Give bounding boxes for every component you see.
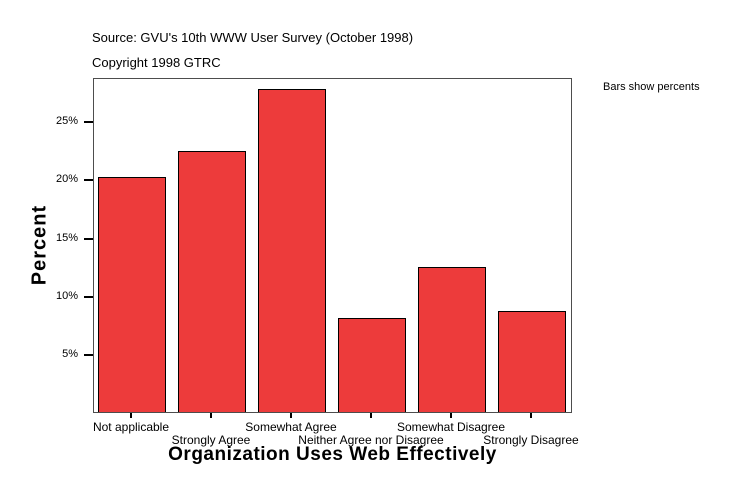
y-tick-mark — [84, 179, 93, 181]
bars-show-percents-note: Bars show percents — [603, 81, 700, 93]
y-tick-mark — [84, 121, 93, 123]
chart-copyright-line: Copyright 1998 GTRC — [92, 55, 221, 70]
x-tick-label: Strongly Agree — [171, 433, 251, 447]
x-axis-title: Organization Uses Web Effectively — [168, 444, 497, 465]
y-axis-title: Percent — [28, 204, 51, 286]
chart-source-line: Source: GVU's 10th WWW User Survey (Octo… — [92, 30, 414, 45]
y-tick-label: 15% — [55, 232, 78, 244]
y-tick-label: 5% — [62, 348, 78, 360]
x-tick-mark — [130, 413, 132, 418]
y-tick-mark — [84, 354, 93, 356]
y-tick-label: 20% — [55, 173, 78, 185]
bar-somewhat-disagree — [418, 267, 486, 412]
x-tick-mark — [210, 413, 212, 418]
y-tick-label: 25% — [55, 115, 78, 127]
x-tick-mark — [290, 413, 292, 418]
x-tick-mark — [530, 413, 532, 418]
bar-neither-agree-nor-disagree — [338, 318, 406, 412]
y-tick-mark — [84, 238, 93, 240]
plot-area — [93, 78, 572, 413]
x-tick-mark — [450, 413, 452, 418]
bar-strongly-agree — [178, 151, 246, 412]
bar-not-applicable — [98, 177, 166, 412]
bar-somewhat-agree — [258, 89, 326, 412]
x-tick-label: Somewhat Agree — [245, 420, 337, 434]
y-tick-mark — [84, 296, 93, 298]
x-tick-label: Neither Agree nor Disagree — [298, 433, 444, 447]
x-tick-mark — [370, 413, 372, 418]
x-tick-label: Strongly Disagree — [483, 433, 579, 447]
bar-strongly-disagree — [498, 311, 566, 412]
y-tick-label: 10% — [55, 290, 78, 302]
x-tick-label: Not applicable — [92, 420, 170, 434]
x-tick-label: Somewhat Disagree — [396, 420, 506, 434]
